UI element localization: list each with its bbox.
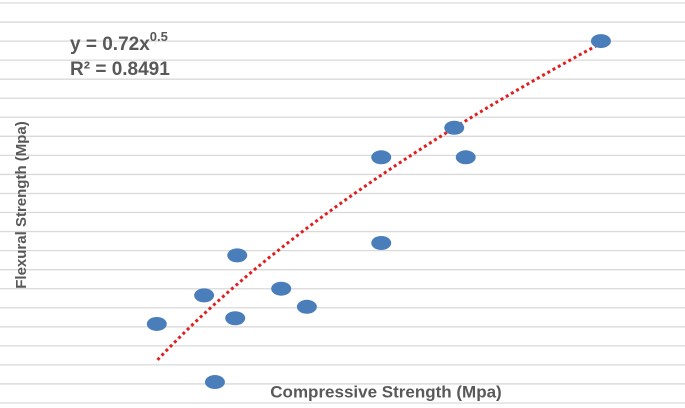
data-point — [194, 288, 215, 303]
data-point — [444, 120, 465, 135]
data-point — [227, 248, 248, 263]
x-axis-label: Compressive Strength (Mpa) — [270, 382, 501, 401]
data-point — [225, 311, 246, 326]
data-point — [371, 150, 392, 165]
y-axis-label: Flexural Strength (Mpa) — [13, 121, 30, 289]
equation-base: y = 0.72x — [70, 34, 150, 55]
data-point — [146, 316, 167, 331]
r-squared: R² = 0.8491 — [70, 59, 170, 80]
data-point — [204, 375, 225, 390]
equation-exponent: 0.5 — [150, 29, 168, 44]
data-point — [590, 34, 611, 49]
data-point — [271, 281, 292, 296]
data-point — [371, 236, 392, 250]
data-point — [455, 150, 476, 165]
trend-equation: y = 0.72x0.5 — [70, 29, 168, 55]
data-point — [296, 299, 317, 314]
trendline — [156, 40, 605, 361]
